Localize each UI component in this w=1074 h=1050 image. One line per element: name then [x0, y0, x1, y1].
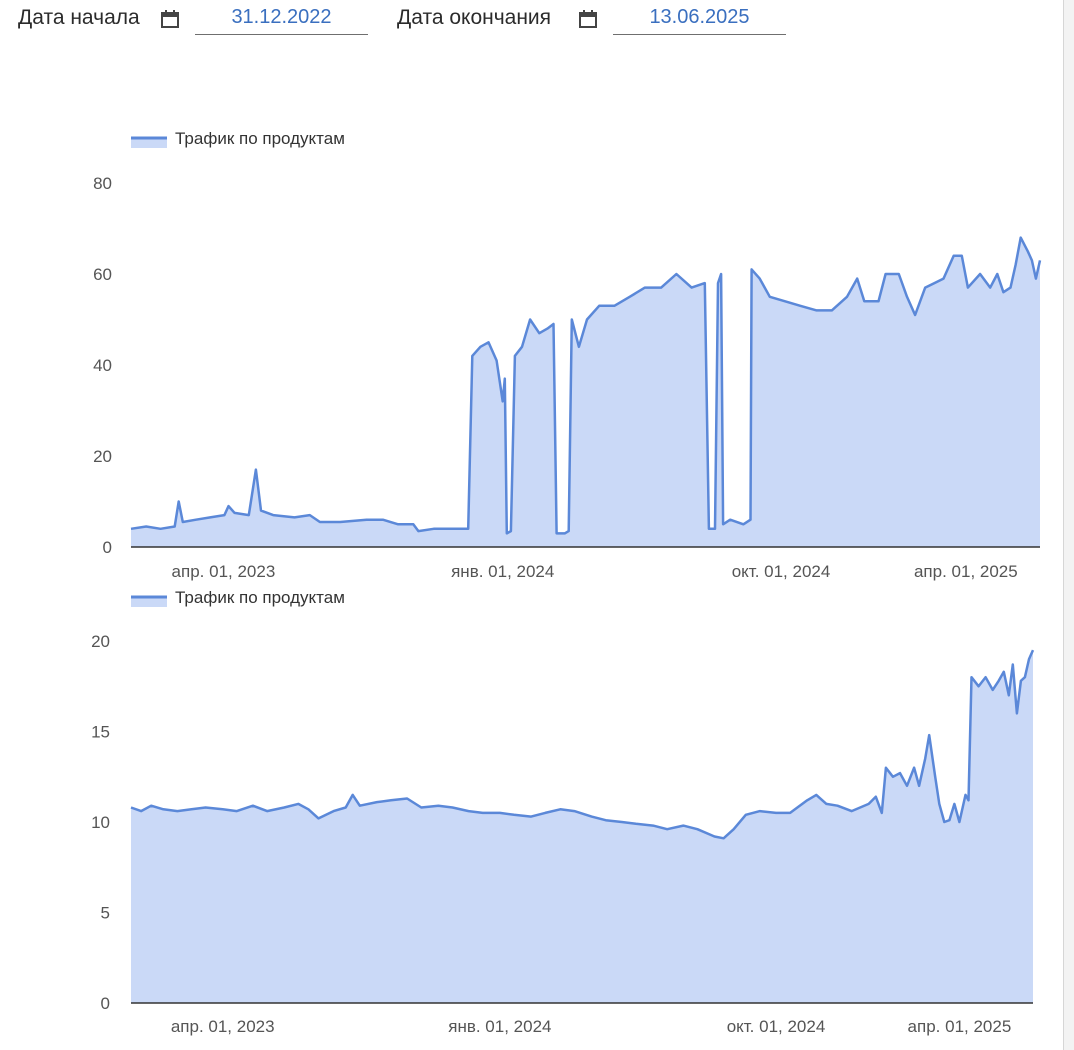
x-tick-label: апр. 01, 2023 — [171, 1017, 275, 1036]
legend-label: Трафик по продуктам — [175, 129, 345, 148]
series-area — [131, 650, 1033, 1003]
chart-legend: Трафик по продуктам — [131, 129, 345, 148]
series-line — [130, 649, 1035, 840]
x-tick-label: янв. 01, 2024 — [448, 1017, 551, 1036]
y-tick-label: 20 — [93, 447, 112, 466]
calendar-icon[interactable] — [160, 9, 180, 29]
y-tick-label: 40 — [93, 356, 112, 375]
series-area — [131, 237, 1040, 547]
start-date-input[interactable]: 31.12.2022 — [195, 6, 368, 35]
x-tick-label: апр. 01, 2023 — [172, 562, 276, 581]
legend-label: Трафик по продуктам — [175, 588, 345, 607]
y-tick-label: 20 — [91, 632, 110, 651]
end-date-input[interactable]: 13.06.2025 — [613, 6, 786, 35]
x-tick-label: апр. 01, 2025 — [914, 562, 1018, 581]
x-tick-label: окт. 01, 2024 — [727, 1017, 826, 1036]
y-tick-label: 0 — [103, 538, 112, 557]
series-line — [130, 236, 1042, 535]
y-tick-label: 5 — [101, 904, 110, 923]
y-tick-label: 60 — [93, 265, 112, 284]
x-tick-label: окт. 01, 2024 — [732, 562, 831, 581]
y-tick-label: 80 — [93, 174, 112, 193]
calendar-icon[interactable] — [578, 9, 598, 29]
window-edge — [1063, 0, 1074, 1050]
start-date-label: Дата начала — [18, 6, 140, 29]
y-tick-label: 10 — [91, 813, 110, 832]
traffic-chart-top: Трафик по продуктам 0 20 40 60 80 апр. 01, 202… — [93, 129, 1042, 581]
date-range-controls: Дата начала 31.12.2022 Дата окончания 13… — [0, 0, 1060, 40]
x-tick-label: апр. 01, 2025 — [908, 1017, 1012, 1036]
legend-swatch — [131, 138, 167, 148]
y-tick-label: 0 — [101, 994, 110, 1013]
chart-legend: Трафик по продуктам — [131, 588, 345, 607]
traffic-chart-bottom: Трафик по продуктам 0 5 10 15 20 апр. 01, 2023… — [91, 588, 1035, 1036]
y-tick-label: 15 — [91, 723, 110, 742]
legend-swatch — [131, 597, 167, 607]
end-date-label: Дата окончания — [397, 6, 552, 29]
x-tick-label: янв. 01, 2024 — [451, 562, 554, 581]
